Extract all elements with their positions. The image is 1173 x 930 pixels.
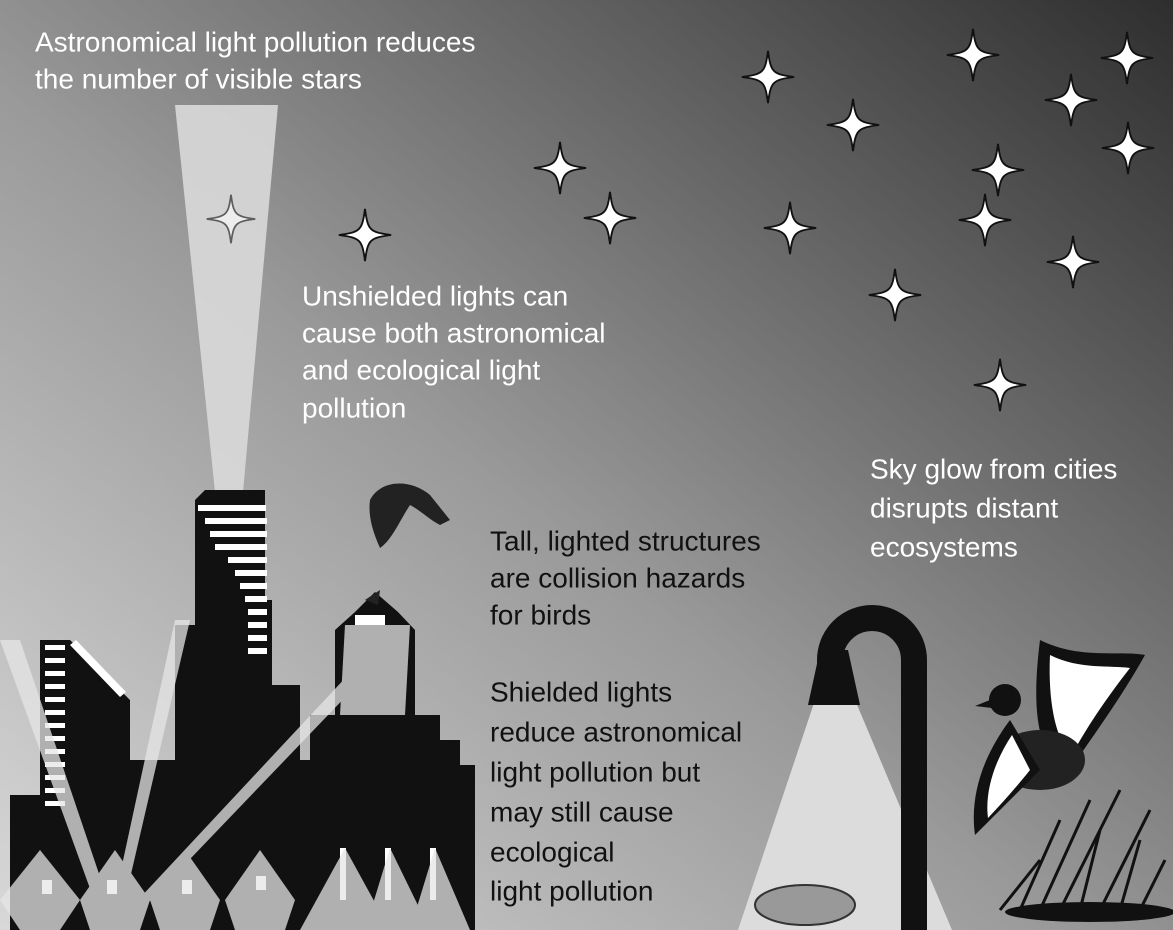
caption-line: Tall, lighted structures — [490, 525, 761, 556]
caption-line: the number of visible stars — [35, 63, 362, 94]
caption-line: for birds — [490, 599, 591, 630]
caption-line: ecological — [490, 836, 615, 867]
caption-line: ecosystems — [870, 531, 1018, 562]
caption-line: Astronomical light pollution reduces — [35, 26, 475, 57]
caption-line: Shielded lights — [490, 676, 672, 707]
caption-line: may still cause — [490, 796, 674, 827]
illustration: Astronomical light pollution reduces the… — [0, 0, 1173, 930]
caption-line: are collision hazards — [490, 562, 745, 593]
caption-line: and ecological light — [302, 354, 540, 385]
caption-line: light pollution but — [490, 756, 700, 787]
caption-line: Sky glow from cities — [870, 453, 1117, 484]
caption-line: reduce astronomical — [490, 716, 742, 747]
frog — [755, 885, 855, 925]
caption-line: light pollution — [490, 875, 653, 906]
caption-line: cause both astronomical — [302, 317, 606, 348]
water — [1005, 902, 1173, 922]
caption-line: pollution — [302, 392, 406, 423]
caption-line: Unshielded lights can — [302, 280, 568, 311]
caption-line: disrupts distant — [870, 492, 1059, 523]
